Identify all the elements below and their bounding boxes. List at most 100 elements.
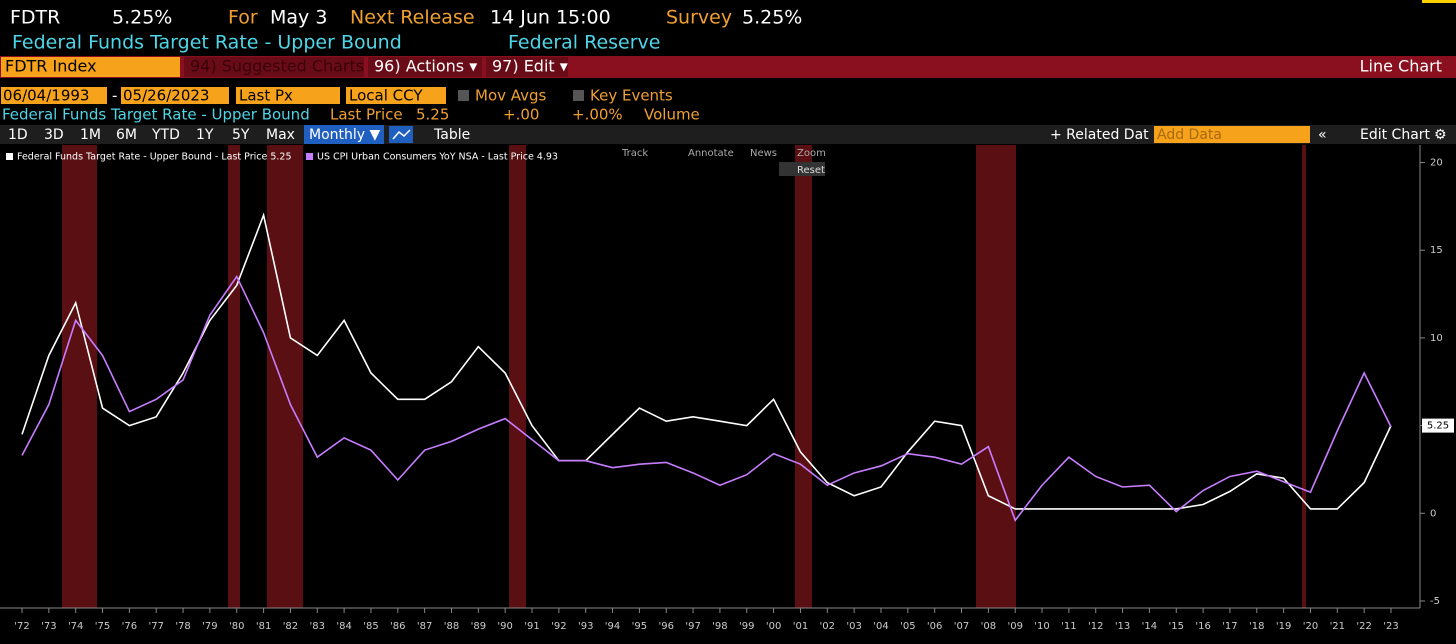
period-btn[interactable]: YTD — [151, 127, 180, 143]
last-price: 5.25 — [1427, 421, 1449, 432]
mov-avgs[interactable]: Mov Avgs — [475, 87, 547, 105]
currency[interactable]: Local CCY — [349, 87, 423, 105]
x-tick-label: '93 — [578, 621, 593, 632]
value: 5.25% — [112, 7, 172, 29]
reset-btn[interactable] — [779, 162, 825, 176]
annotate[interactable]: Annotate — [688, 148, 734, 159]
x-tick-label: '15 — [1169, 621, 1184, 632]
legend-label: Federal Funds Target Rate - Upper Bound … — [17, 152, 292, 163]
period-btn[interactable]: 1Y — [196, 127, 214, 143]
survey-value: 5.25% — [742, 7, 802, 29]
quote-name: Federal Funds Target Rate - Upper Bound — [2, 106, 310, 124]
last-label: Last Price — [330, 106, 403, 124]
x-tick-label: '80 — [229, 621, 244, 632]
x-tick-label: '23 — [1383, 621, 1398, 632]
x-tick-label: '85 — [363, 621, 378, 632]
x-tick-label: '75 — [95, 621, 110, 632]
currency-box[interactable] — [346, 87, 446, 104]
table[interactable]: Table — [433, 127, 470, 143]
x-tick-label: '12 — [1088, 621, 1103, 632]
period-btn[interactable]: 6M — [116, 127, 137, 143]
x-tick-label: '99 — [739, 621, 754, 632]
period-btn[interactable]: 1M — [80, 127, 101, 143]
x-tick-label: '14 — [1142, 621, 1157, 632]
field[interactable]: Last Px — [239, 87, 293, 105]
x-tick-label: '19 — [1276, 621, 1291, 632]
x-tick-label: '94 — [605, 621, 620, 632]
checkbox[interactable] — [458, 90, 469, 101]
period-btn[interactable]: 1D — [8, 127, 28, 143]
y-tick-label: 0 — [1430, 508, 1436, 519]
recession-band — [228, 145, 240, 608]
zoom[interactable]: Zoom — [797, 148, 826, 159]
x-tick-label: '72 — [14, 621, 29, 632]
actions[interactable]: 96) Actions ▾ — [374, 57, 477, 76]
nav[interactable]: « — [1318, 127, 1327, 143]
legend-swatch — [6, 153, 13, 160]
x-tick-label: '07 — [954, 621, 969, 632]
period-btn[interactable]: Max — [266, 127, 295, 143]
suggested-btn[interactable] — [184, 57, 364, 77]
x-tick-label: '73 — [41, 621, 56, 632]
edit-chart[interactable]: Edit Chart — [1360, 127, 1431, 143]
suggested[interactable]: 94) Suggested Charts — [190, 57, 364, 76]
pct: +.00% — [572, 106, 623, 124]
settings[interactable]: ⚙ — [1434, 127, 1447, 143]
series-line — [21, 212, 1392, 510]
x-tick-label: '84 — [336, 621, 351, 632]
security-box[interactable] — [1, 57, 180, 77]
x-tick-label: '98 — [712, 621, 727, 632]
x-tick-label: '74 — [68, 621, 83, 632]
ticker: FDTR — [10, 7, 60, 29]
view: Line Chart — [1360, 57, 1442, 76]
end[interactable]: 05/26/2023 — [123, 87, 209, 105]
add[interactable]: Add Data — [1157, 127, 1222, 143]
accent — [1422, 0, 1456, 3]
x-tick-label: '81 — [256, 621, 271, 632]
period-btn[interactable]: 3D — [44, 127, 64, 143]
edit[interactable]: 97) Edit ▾ — [492, 57, 568, 76]
start-box[interactable] — [1, 87, 107, 104]
add-box[interactable] — [1154, 126, 1310, 143]
y-tick-label: 20 — [1430, 158, 1443, 169]
y-tick-label: -5 — [1430, 596, 1440, 607]
recession-band — [62, 145, 97, 608]
x-tick-label: '78 — [175, 621, 190, 632]
reset[interactable]: Reset — [797, 165, 825, 176]
x-tick-label: '03 — [846, 621, 861, 632]
recession-band — [509, 145, 526, 608]
edit-btn[interactable] — [486, 57, 568, 77]
series-line — [21, 274, 1392, 522]
field-box[interactable] — [236, 87, 340, 104]
news[interactable]: News — [750, 148, 777, 159]
key-events[interactable]: Key Events — [590, 87, 673, 105]
security[interactable]: FDTR Index — [5, 57, 97, 76]
survey-label: Survey — [666, 7, 732, 29]
release-value: 14 Jun 15:00 — [490, 7, 611, 29]
frequency[interactable]: Monthly ▼ — [309, 127, 381, 143]
x-tick-label: '87 — [417, 621, 432, 632]
end-box[interactable] — [121, 87, 229, 104]
actions-btn[interactable] — [368, 57, 482, 77]
x-tick-label: '88 — [444, 621, 459, 632]
x-tick-label: '01 — [793, 621, 808, 632]
track[interactable]: Track — [621, 148, 648, 159]
x-tick-label: '09 — [1007, 621, 1022, 632]
x-tick-label: '82 — [283, 621, 298, 632]
frequency-btn[interactable] — [304, 125, 384, 144]
related[interactable]: + Related Dat — [1050, 127, 1149, 143]
for-label: For — [228, 7, 258, 29]
checkbox[interactable] — [573, 90, 584, 101]
recession-band — [267, 145, 303, 608]
x-tick-label: '91 — [524, 621, 539, 632]
x-tick-label: '22 — [1356, 621, 1371, 632]
x-tick-label: '96 — [658, 621, 673, 632]
x-tick-label: '77 — [148, 621, 163, 632]
start[interactable]: 06/04/1993 — [3, 87, 89, 105]
legend-swatch — [306, 153, 313, 160]
period-btn[interactable]: 5Y — [232, 127, 250, 143]
recession-band — [1302, 145, 1306, 608]
release-label: Next Release — [350, 7, 475, 29]
